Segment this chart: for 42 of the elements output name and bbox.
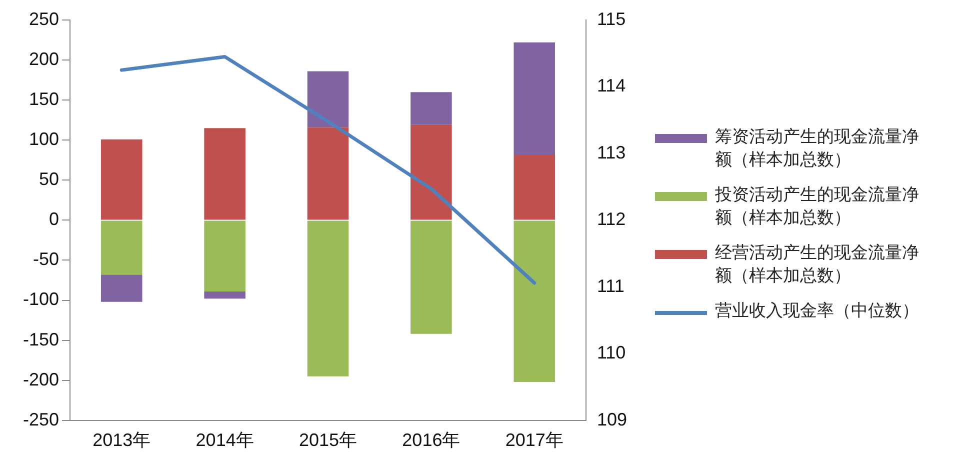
legend-label: 筹资活动产生的现金流量净额（样本加总数）	[715, 126, 920, 171]
bar	[100, 274, 142, 302]
y2-tick-label: 113	[596, 142, 626, 162]
y-tick-label: 250	[28, 8, 60, 29]
legend-label: 投资活动产生的现金流量净额（样本加总数）	[715, 184, 920, 229]
y2-tick-label: 110	[596, 342, 626, 363]
bar	[410, 92, 452, 125]
bar	[307, 220, 349, 376]
x-tick-label: 2013年	[92, 430, 151, 450]
y2-tick-label: 114	[596, 76, 626, 96]
y2-tick-label: 111	[596, 276, 624, 296]
bar	[514, 154, 556, 220]
y-tick-label: -100	[22, 289, 60, 310]
bar	[307, 71, 349, 128]
bar	[204, 291, 246, 299]
bar	[100, 220, 142, 275]
y2-tick-label: 115	[596, 8, 626, 29]
bar	[410, 124, 452, 220]
bar	[514, 42, 556, 155]
y-tick-label: -200	[22, 369, 60, 390]
legend-label: 营业收入现金率（中位数）	[715, 300, 919, 322]
bar	[100, 139, 142, 220]
y-tick-label: 50	[38, 169, 60, 190]
bar	[410, 220, 452, 334]
bar	[204, 220, 246, 292]
y-tick-label: 0	[49, 209, 60, 230]
y-tick-label: -150	[22, 329, 60, 350]
legend-label: 经营活动产生的现金流量净额（样本加总数）	[715, 242, 920, 287]
y2-tick-label: 112	[596, 209, 626, 230]
x-tick-label: 2016年	[402, 430, 460, 450]
y-tick-label: -250	[22, 409, 60, 430]
y-tick-label: 200	[28, 49, 60, 70]
bar	[307, 127, 349, 220]
y2-tick-label: 109	[596, 409, 628, 430]
y-tick-label: -50	[33, 249, 60, 270]
bar	[204, 128, 246, 220]
x-tick-label: 2015年	[298, 430, 358, 450]
y-tick-label: 150	[28, 89, 60, 110]
y-tick-label: 100	[28, 129, 60, 150]
bar	[514, 220, 556, 382]
x-tick-label: 2017年	[505, 430, 564, 450]
x-tick-label: 2014年	[196, 430, 254, 450]
